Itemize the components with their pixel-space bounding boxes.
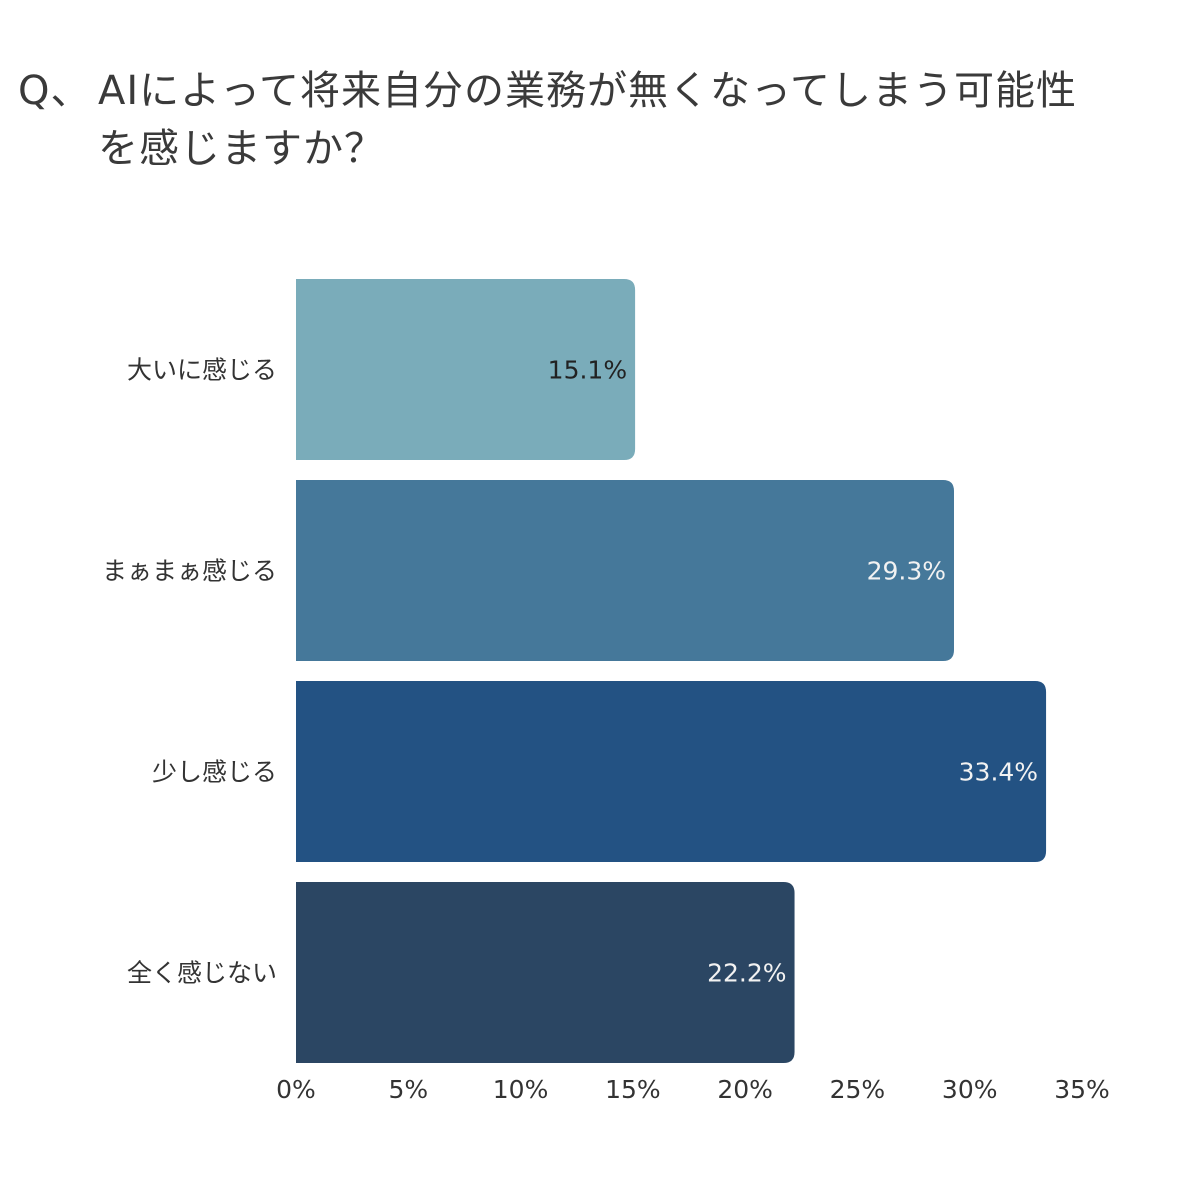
question-prefix: Q、 [18,68,92,114]
bar-4 [296,882,795,1063]
x-tick-label-5: 25% [830,1075,886,1104]
bar-value-label-2: 29.3% [867,557,946,586]
category-label-4: 全く感じない [127,959,277,988]
bar-2 [296,480,954,661]
question-line-1: AIによって将来自分の業務が無くなってしまう可能性 [98,68,1077,114]
bar-1 [296,279,636,460]
question-text: Q、 AIによって将来自分の業務が無くなってしまう可能性 を感じますか？ [18,62,1188,178]
x-tick-label-6: 30% [942,1075,998,1104]
x-tick-label-0: 0% [276,1075,316,1104]
category-label-3: 少し感じる [152,758,277,787]
bar-value-label-1: 15.1% [548,356,627,385]
x-tick-label-1: 5% [388,1075,428,1104]
category-label-2: まぁまぁ感じる [102,557,277,586]
category-label-1: 大いに感じる [127,356,277,385]
x-tick-label-2: 10% [493,1075,549,1104]
bar-value-label-4: 22.2% [707,959,786,988]
x-tick-label-7: 35% [1054,1075,1110,1104]
bar-3 [296,681,1047,862]
x-tick-label-4: 20% [717,1075,773,1104]
x-tick-label-3: 15% [605,1075,661,1104]
question-line-2: を感じますか？ [98,126,385,172]
bar-value-label-3: 33.4% [959,758,1038,787]
